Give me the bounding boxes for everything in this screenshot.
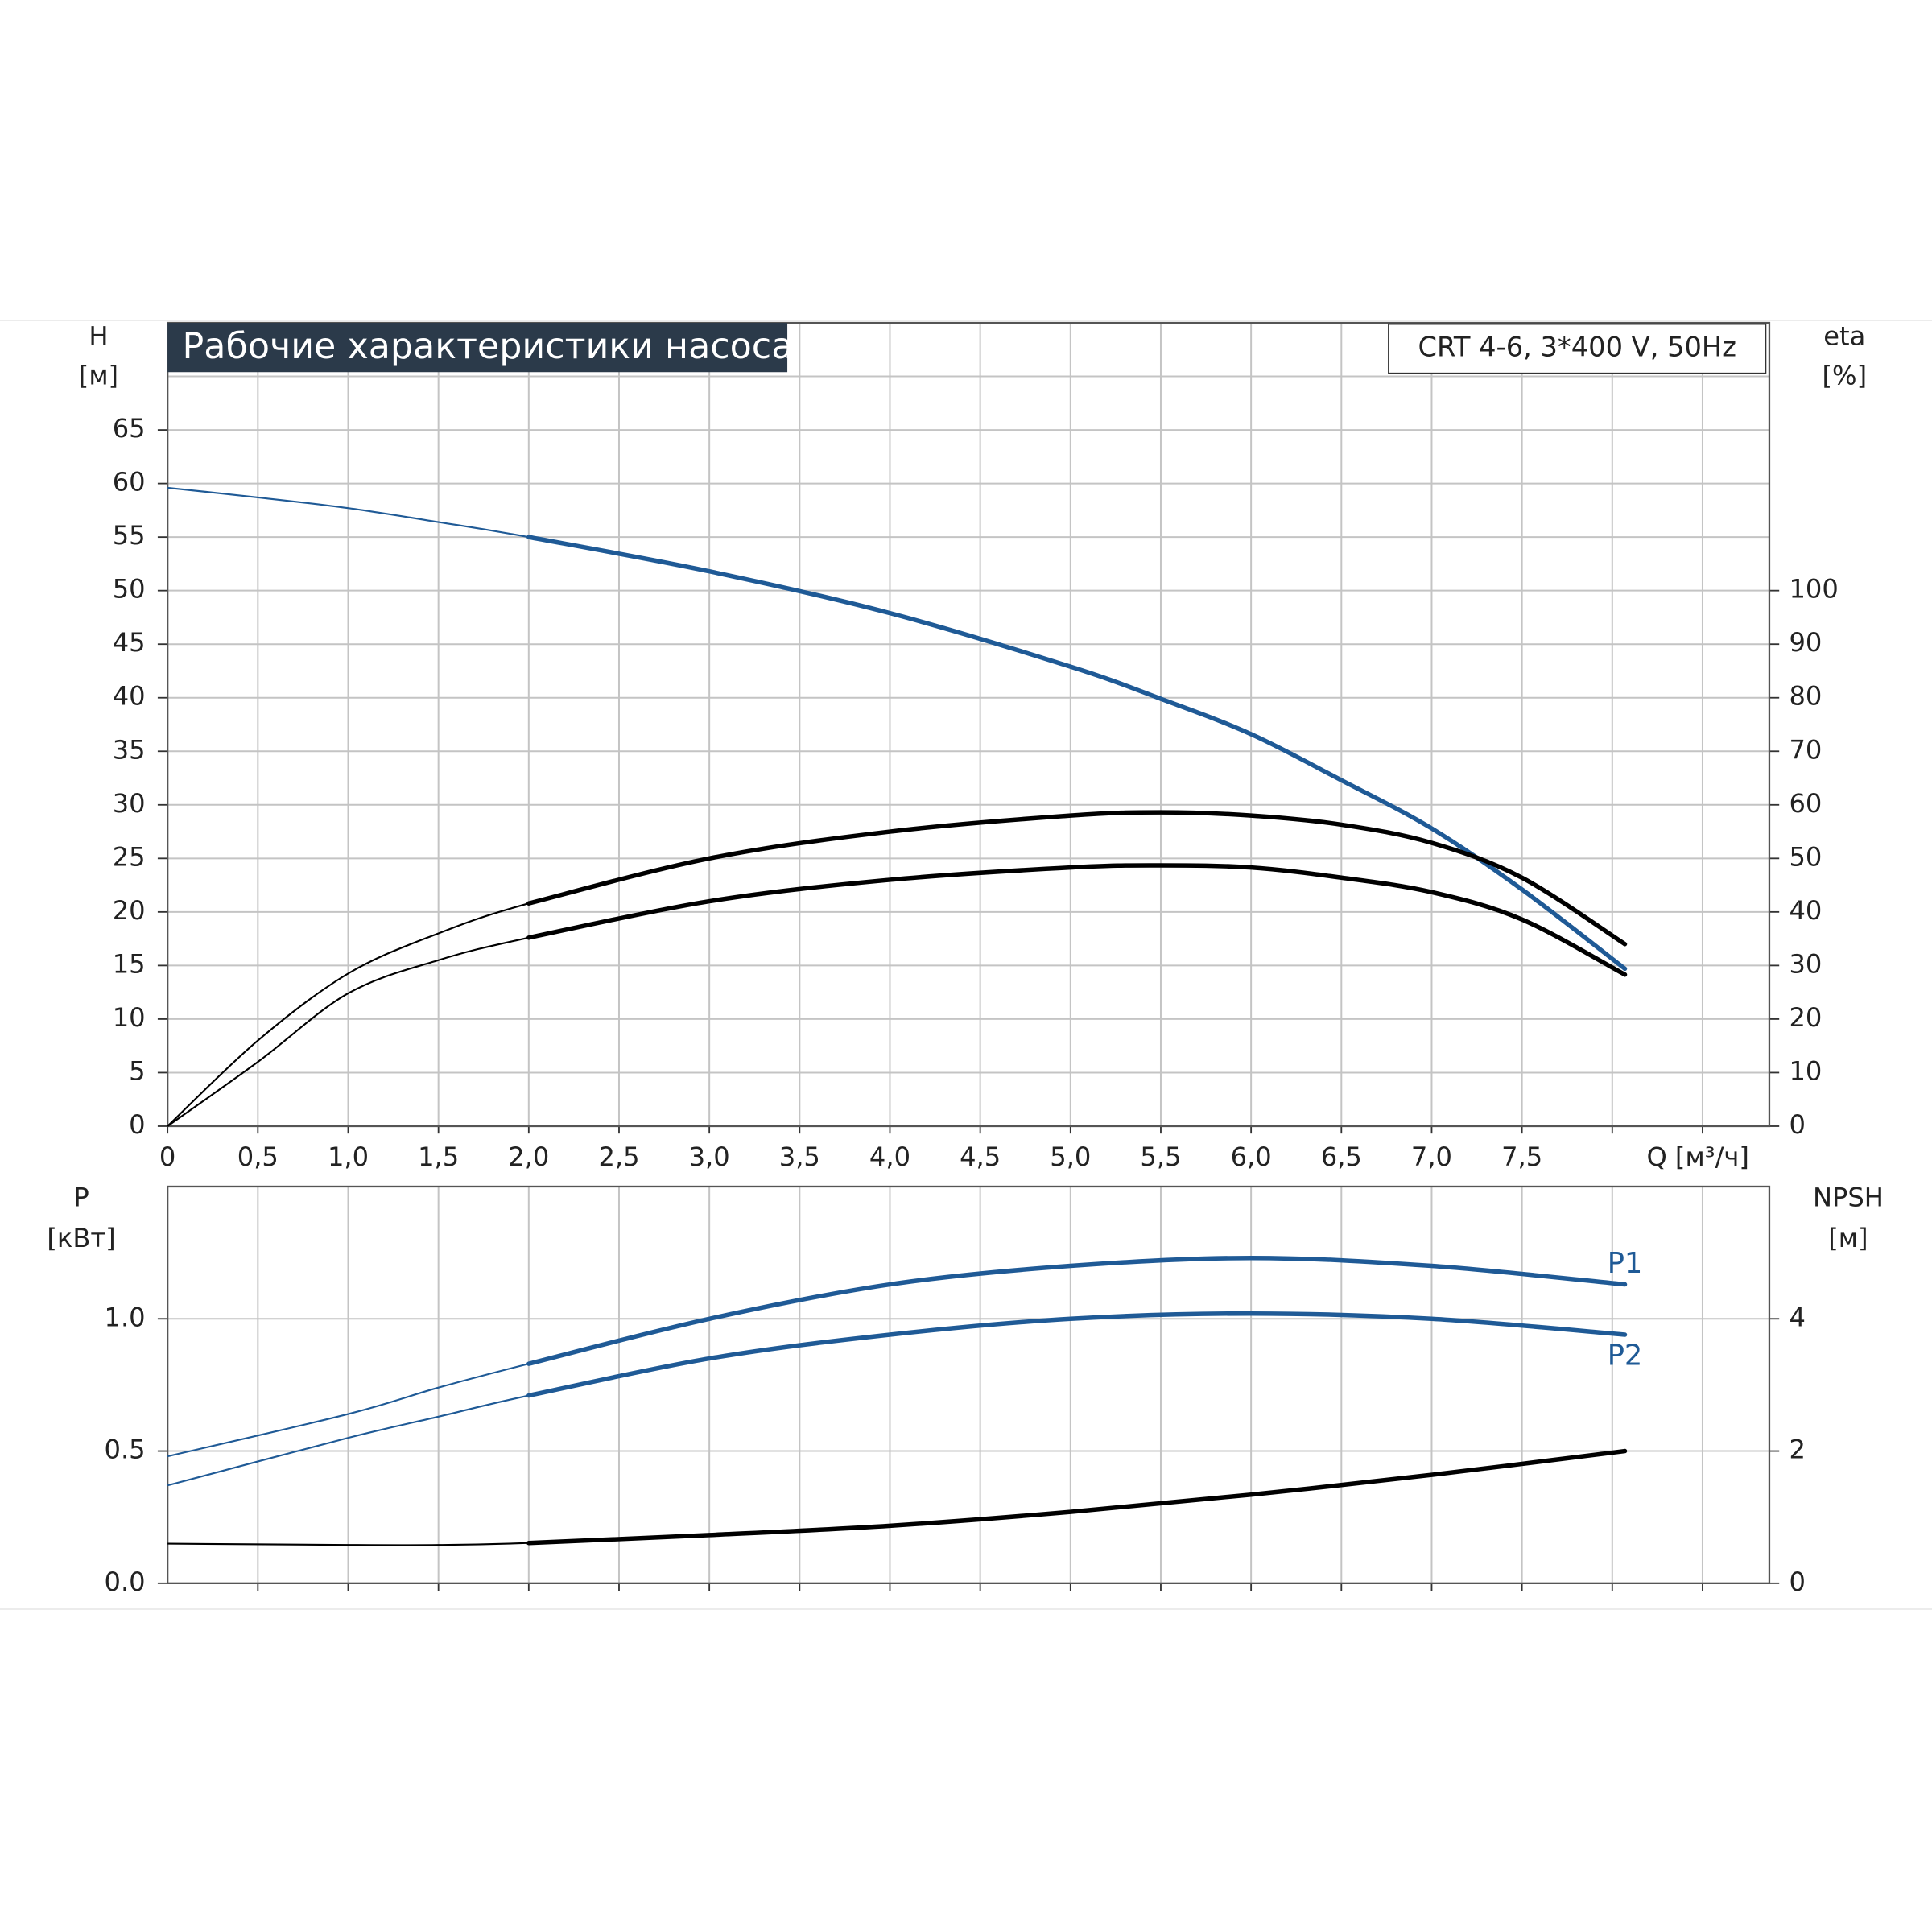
chart-title: Рабочие характеристики насоса bbox=[183, 326, 794, 367]
y2-tick-label: 40 bbox=[1789, 895, 1822, 926]
plot-frame bbox=[167, 1185, 1771, 1584]
y-tick-label: 10 bbox=[113, 1002, 146, 1033]
y2-tick-label: 4 bbox=[1789, 1302, 1805, 1332]
y-tick-label: 60 bbox=[113, 467, 146, 497]
y-tick-label: 30 bbox=[113, 788, 146, 819]
y2-tick-label: 80 bbox=[1789, 681, 1822, 712]
text-layer: Рабочие характеристики насоса CRT 4-6, 3… bbox=[47, 320, 1883, 1596]
y2-axis-label: eta bbox=[1823, 320, 1865, 351]
y-tick-label: 55 bbox=[113, 520, 146, 551]
x-tick-label: 5,5 bbox=[1140, 1141, 1181, 1172]
y-axis-unit: [кВт] bbox=[47, 1223, 115, 1253]
x-tick-label: 2,5 bbox=[598, 1141, 639, 1172]
curve-duty-range bbox=[526, 863, 1628, 977]
x-axis-label: Q [м³/ч] bbox=[1646, 1141, 1748, 1172]
y2-tick-label: 0 bbox=[1789, 1109, 1805, 1140]
curve-duty-range bbox=[526, 1255, 1628, 1366]
x-tick-label: 7,5 bbox=[1501, 1141, 1542, 1172]
y-tick-label: 0.0 bbox=[105, 1567, 146, 1597]
x-tick-label: 4,5 bbox=[960, 1141, 1001, 1172]
y2-tick-label: 10 bbox=[1789, 1055, 1822, 1086]
y-tick-label: 35 bbox=[113, 734, 146, 765]
x-tick-label: 2,0 bbox=[508, 1141, 549, 1172]
y2-axis-unit: [м] bbox=[1828, 1223, 1868, 1253]
x-tick-label: 1,0 bbox=[328, 1141, 369, 1172]
y2-tick-label: 50 bbox=[1789, 841, 1822, 872]
plot-area bbox=[167, 323, 1769, 1126]
x-tick-label: 1,5 bbox=[418, 1141, 459, 1172]
y-tick-label: 50 bbox=[113, 574, 146, 605]
y-axis-label: H bbox=[89, 320, 108, 351]
y-tick-label: 15 bbox=[113, 948, 146, 979]
chart-subtitle: CRT 4-6, 3*400 V, 50Hz bbox=[1418, 332, 1736, 363]
legend-label: P1 bbox=[1608, 1247, 1643, 1280]
y2-axis-label: NPSH bbox=[1813, 1182, 1884, 1212]
legend-label: P2 bbox=[1608, 1340, 1643, 1373]
y-tick-label: 0 bbox=[129, 1109, 145, 1140]
y-tick-label: 5 bbox=[129, 1055, 145, 1086]
x-tick-label: 4,0 bbox=[869, 1141, 910, 1172]
grid-layer bbox=[157, 321, 1780, 1591]
y-tick-label: 20 bbox=[113, 895, 146, 926]
y2-axis-unit: [%] bbox=[1823, 360, 1868, 390]
y-tick-label: 45 bbox=[113, 627, 146, 658]
y2-tick-label: 100 bbox=[1789, 574, 1838, 605]
x-tick-label: 3,5 bbox=[779, 1141, 820, 1172]
x-tick-label: 3,0 bbox=[689, 1141, 730, 1172]
y-tick-label: 25 bbox=[113, 841, 146, 872]
y2-tick-label: 2 bbox=[1789, 1435, 1805, 1465]
x-tick-label: 7,0 bbox=[1411, 1141, 1452, 1172]
y2-tick-label: 70 bbox=[1789, 734, 1822, 765]
x-tick-label: 6,5 bbox=[1321, 1141, 1362, 1172]
x-tick-label: 0,5 bbox=[237, 1141, 279, 1172]
model-box bbox=[1388, 323, 1767, 374]
x-tick-label: 0 bbox=[159, 1141, 175, 1172]
title-box bbox=[167, 323, 788, 373]
curve-duty-range bbox=[526, 1448, 1628, 1546]
y2-tick-label: 0 bbox=[1789, 1567, 1805, 1597]
plot-frame bbox=[167, 321, 1771, 1128]
y-axis-unit: [м] bbox=[79, 360, 118, 390]
x-tick-label: 6,0 bbox=[1231, 1141, 1272, 1172]
y2-tick-label: 30 bbox=[1789, 948, 1822, 979]
x-tick-label: 5,0 bbox=[1050, 1141, 1091, 1172]
y2-tick-label: 90 bbox=[1789, 627, 1822, 658]
y-tick-label: 40 bbox=[113, 681, 146, 712]
y-tick-label: 65 bbox=[113, 413, 146, 444]
y2-tick-label: 60 bbox=[1789, 788, 1822, 819]
curve-duty-range bbox=[526, 1311, 1628, 1398]
curve-layer bbox=[167, 486, 1628, 1546]
y-tick-label: 1.0 bbox=[105, 1302, 146, 1332]
curve-duty-range bbox=[526, 810, 1628, 947]
y2-tick-label: 20 bbox=[1789, 1002, 1822, 1033]
y-tick-label: 0.5 bbox=[105, 1435, 146, 1465]
plot-area bbox=[167, 1186, 1769, 1583]
y-axis-label: P bbox=[73, 1182, 89, 1212]
